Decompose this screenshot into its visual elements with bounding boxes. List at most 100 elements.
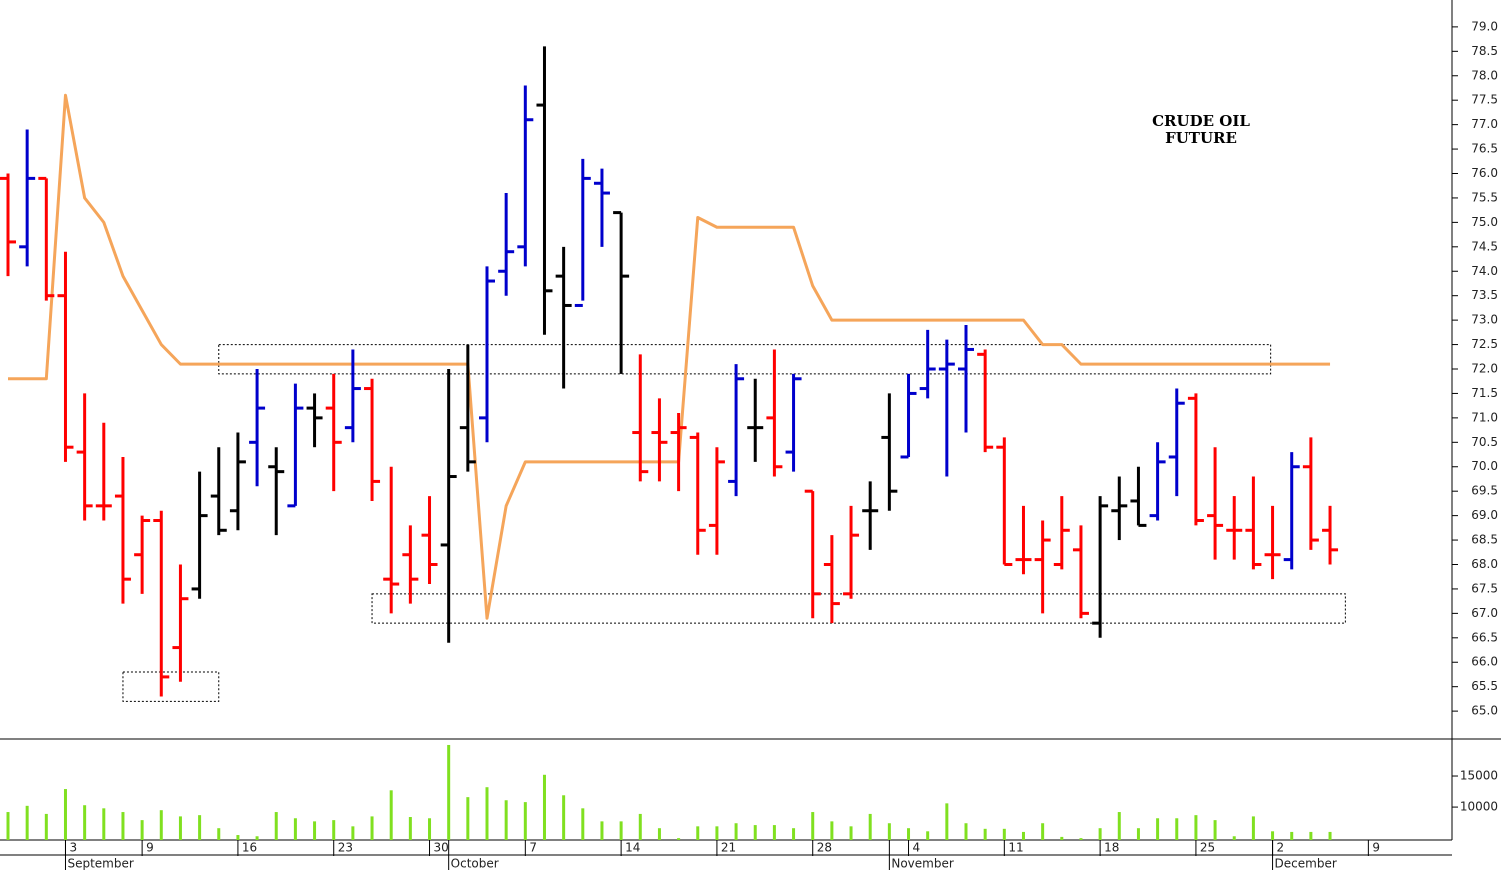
volume-bar bbox=[1002, 828, 1006, 840]
y-tick-label: 71.0 bbox=[1471, 410, 1498, 424]
y-tick-label: 74.0 bbox=[1471, 264, 1498, 278]
y-tick-label: 79.0 bbox=[1471, 19, 1498, 33]
y-tick-label: 76.5 bbox=[1471, 142, 1498, 156]
y-tick-label: 71.5 bbox=[1471, 386, 1498, 400]
y-tick-label: 67.0 bbox=[1471, 606, 1498, 620]
volume-bar bbox=[1021, 831, 1025, 840]
x-tick-label: 2 bbox=[1277, 841, 1285, 855]
volume-bar bbox=[715, 826, 719, 840]
x-tick-label: 11 bbox=[1008, 841, 1023, 855]
y-tick-label: 67.5 bbox=[1471, 581, 1498, 595]
volume-bar bbox=[1232, 836, 1236, 840]
month-label: November bbox=[891, 857, 953, 870]
volume-bar bbox=[581, 808, 585, 840]
y-tick-label: 75.0 bbox=[1471, 215, 1498, 229]
volume-bar bbox=[772, 825, 776, 840]
volume-bar bbox=[389, 790, 393, 840]
chart-title: FUTURE bbox=[1165, 129, 1237, 147]
volume-bar bbox=[907, 828, 911, 840]
month-label: September bbox=[67, 857, 133, 870]
volume-bar bbox=[1156, 818, 1160, 840]
volume-bar bbox=[83, 805, 87, 840]
volume-bar bbox=[1309, 831, 1313, 840]
volume-bar bbox=[313, 821, 317, 840]
volume-bar bbox=[6, 812, 10, 840]
volume-bar bbox=[696, 826, 700, 840]
y-tick-label: 72.0 bbox=[1471, 362, 1498, 376]
x-tick-label: 16 bbox=[242, 841, 257, 855]
x-tick-label: 21 bbox=[721, 841, 736, 855]
volume-bar bbox=[274, 812, 278, 840]
volume-bar bbox=[1098, 828, 1102, 840]
volume-bar bbox=[619, 821, 623, 840]
volume-bar bbox=[1213, 820, 1217, 840]
y-tick-label: 68.0 bbox=[1471, 557, 1498, 571]
y-tick-label: 78.0 bbox=[1471, 68, 1498, 82]
x-tick-label: 23 bbox=[338, 841, 353, 855]
y-tick-label: 65.5 bbox=[1471, 679, 1498, 693]
volume-bar bbox=[504, 800, 508, 840]
volume-bar bbox=[542, 774, 546, 840]
y-tick-label: 69.0 bbox=[1471, 508, 1498, 522]
volume-bar bbox=[485, 787, 489, 840]
volume-bar bbox=[198, 815, 202, 840]
y-tick-label: 68.5 bbox=[1471, 533, 1498, 547]
volume-bar bbox=[562, 795, 566, 840]
y-tick-label: 69.5 bbox=[1471, 484, 1498, 498]
volume-bar bbox=[1060, 836, 1064, 840]
volume-bar bbox=[121, 812, 125, 840]
volume-bar bbox=[1117, 812, 1121, 840]
volume-bar bbox=[1041, 823, 1045, 840]
volume-bar bbox=[370, 816, 374, 840]
chart-title: CRUDE OIL bbox=[1152, 112, 1250, 130]
volume-bar bbox=[600, 821, 604, 840]
volume-bar bbox=[945, 803, 949, 840]
y-tick-label: 77.0 bbox=[1471, 117, 1498, 131]
volume-bar bbox=[849, 826, 853, 840]
y-tick-label: 10000 bbox=[1460, 800, 1498, 814]
volume-bar bbox=[140, 820, 144, 840]
volume-bar bbox=[792, 828, 796, 840]
y-tick-label: 15000 bbox=[1460, 769, 1498, 783]
volume-bar bbox=[1328, 831, 1332, 840]
y-tick-label: 70.5 bbox=[1471, 435, 1498, 449]
volume-bar bbox=[887, 823, 891, 840]
annotation-box bbox=[371, 593, 1346, 624]
volume-bar bbox=[293, 818, 297, 840]
volume-bar bbox=[1194, 815, 1198, 840]
volume-bar bbox=[1175, 818, 1179, 840]
overlay-line bbox=[8, 93, 1331, 620]
x-tick-label: 14 bbox=[625, 841, 640, 855]
volume-bar bbox=[1271, 831, 1275, 840]
y-tick-label: 74.5 bbox=[1471, 239, 1498, 253]
y-tick-label: 73.5 bbox=[1471, 288, 1498, 302]
annotation-box bbox=[122, 671, 220, 702]
volume-bar bbox=[236, 835, 240, 840]
x-tick-label: 18 bbox=[1104, 841, 1119, 855]
y-tick-label: 66.5 bbox=[1471, 630, 1498, 644]
x-tick-label: 7 bbox=[529, 841, 537, 855]
volume-bar bbox=[351, 826, 355, 840]
y-tick-label: 66.0 bbox=[1471, 655, 1498, 669]
volume-bar bbox=[217, 828, 221, 840]
volume-bar bbox=[25, 805, 29, 840]
volume-bar bbox=[408, 817, 412, 840]
x-tick-label: 9 bbox=[146, 841, 154, 855]
y-tick-label: 76.0 bbox=[1471, 166, 1498, 180]
y-tick-label: 73.0 bbox=[1471, 313, 1498, 327]
volume-bar bbox=[159, 810, 163, 840]
volume-bar bbox=[868, 813, 872, 840]
volume-bar bbox=[638, 813, 642, 840]
volume-bar bbox=[447, 744, 451, 840]
x-tick-label: 4 bbox=[913, 841, 921, 855]
volume-bar bbox=[332, 820, 336, 840]
y-tick-label: 75.5 bbox=[1471, 190, 1498, 204]
y-tick-label: 70.0 bbox=[1471, 459, 1498, 473]
volume-bar bbox=[811, 812, 815, 840]
volume-bar bbox=[734, 823, 738, 840]
volume-bar bbox=[428, 818, 432, 840]
y-tick-label: 78.5 bbox=[1471, 44, 1498, 58]
volume-bar bbox=[1251, 816, 1255, 840]
